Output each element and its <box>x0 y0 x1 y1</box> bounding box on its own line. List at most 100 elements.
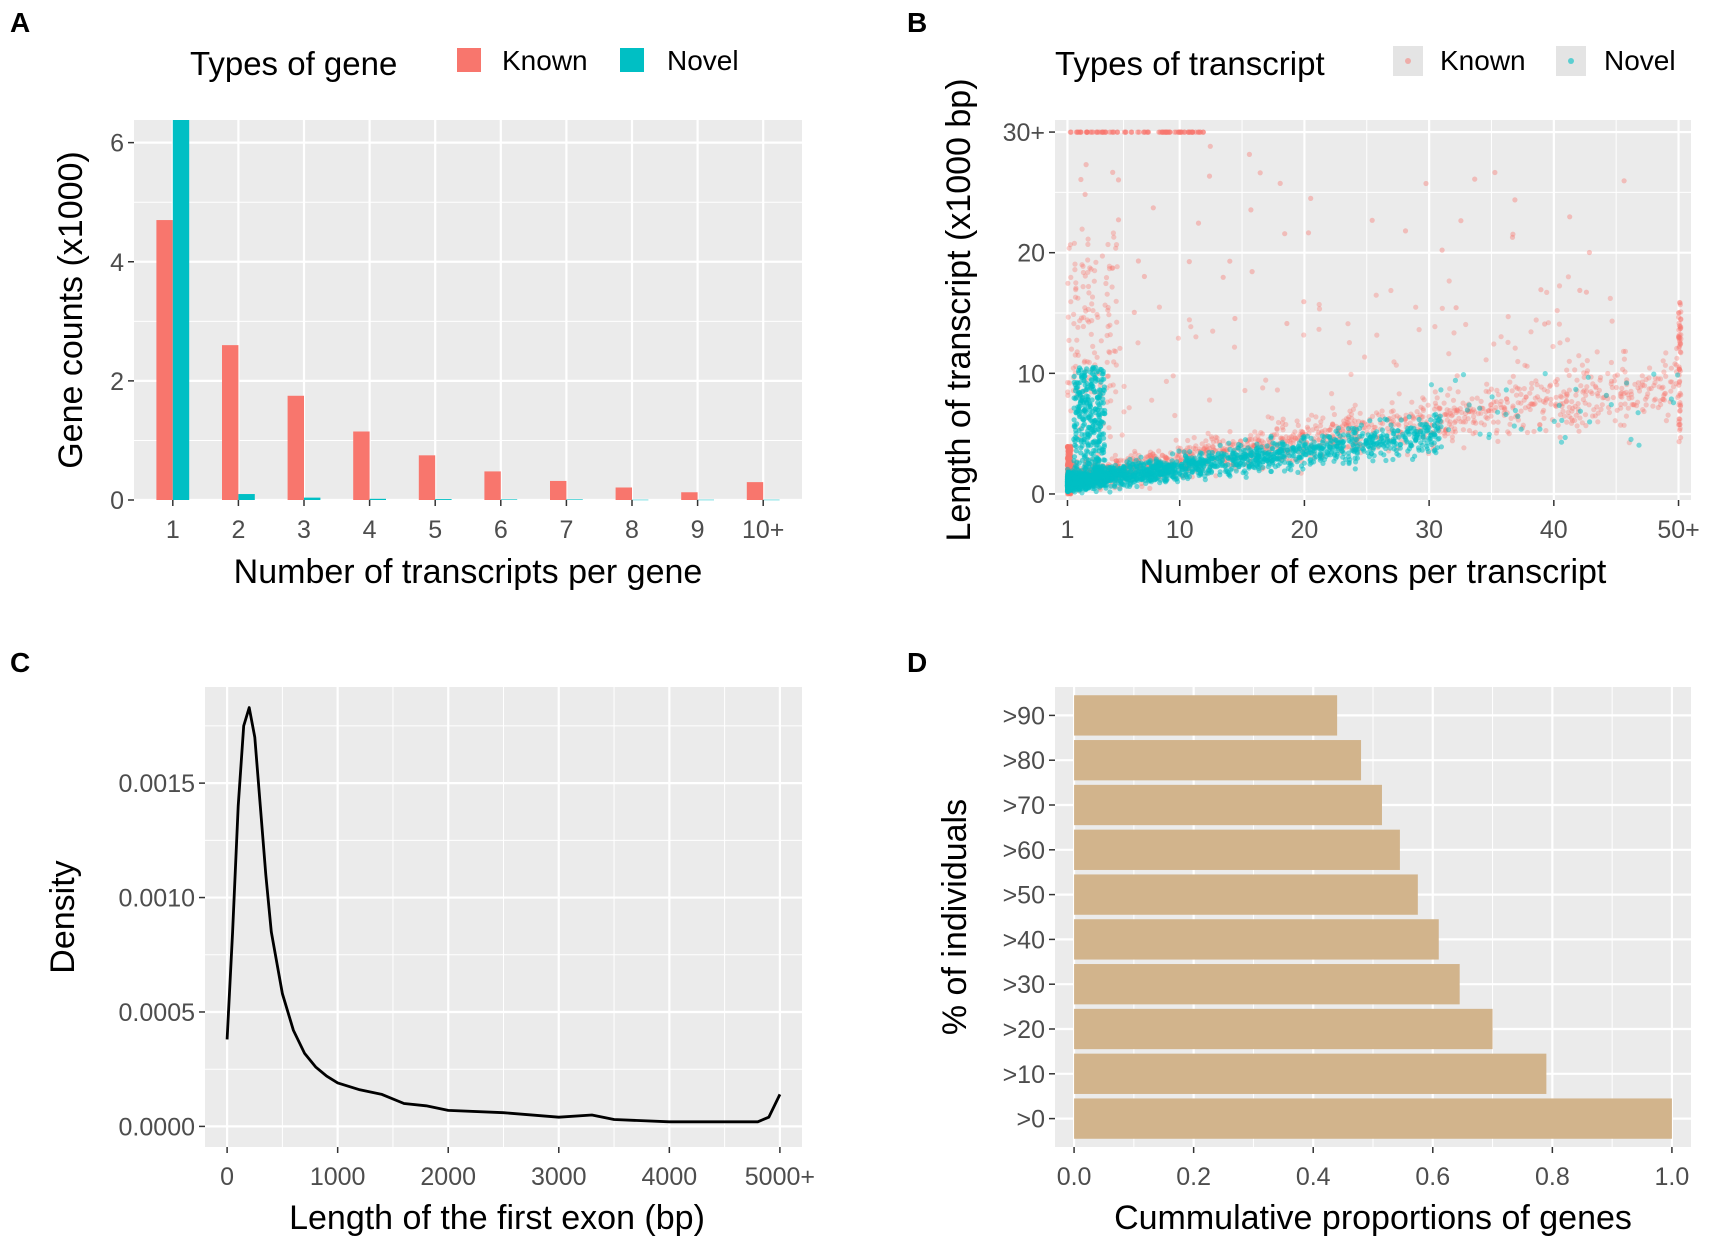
panel-b-point <box>1293 447 1299 453</box>
panel-b-point <box>1614 372 1621 378</box>
panel-b-point <box>1454 373 1460 379</box>
panel-a-x-tick-label: 4 <box>363 516 377 544</box>
panel-c-x-tick-label: 1000 <box>310 1163 366 1191</box>
panel-b-point <box>1529 385 1535 391</box>
panel-b-point <box>1676 393 1682 399</box>
panel-b-point <box>1280 447 1286 453</box>
panel-b-point <box>1288 446 1294 452</box>
panel-b-point <box>1282 459 1288 465</box>
panel-b-point <box>1207 143 1213 149</box>
panel-a-bar-novel <box>369 498 386 500</box>
panel-b-point <box>1361 448 1367 454</box>
panel-b-point <box>1587 419 1593 425</box>
panel-b-point <box>1279 435 1285 441</box>
panel-b-point <box>1103 280 1109 287</box>
panel-b-point <box>1084 317 1090 323</box>
panel-b-point <box>1296 445 1303 451</box>
panel-b-point <box>1249 269 1255 275</box>
panel-b-point <box>1093 364 1099 371</box>
panel-b-point <box>1155 464 1161 470</box>
panel-b-point <box>1191 435 1197 441</box>
panel-a-y-axis-title: Gene counts (x1000) <box>52 151 90 469</box>
panel-b-point <box>1492 169 1498 176</box>
panel-b-point <box>1577 287 1583 293</box>
panel-b-point <box>1421 397 1427 403</box>
panel-b-point <box>1486 408 1492 414</box>
panel-b-point <box>1091 278 1097 284</box>
panel-b-point <box>1319 433 1325 439</box>
panel-b-point <box>1308 460 1314 466</box>
panel-b-point <box>1558 394 1565 400</box>
panel-b-point <box>1313 423 1319 429</box>
panel-b-point <box>1410 416 1417 422</box>
panel-b-point <box>1072 352 1078 358</box>
panel-b-point <box>1257 170 1263 176</box>
panel-d-y-tick-label: >40 <box>1003 926 1045 954</box>
panel-b-point <box>1320 438 1326 444</box>
panel-b-point <box>1110 230 1116 236</box>
panel-b-point <box>1677 390 1683 396</box>
panel-b-point <box>1473 420 1479 426</box>
panel-b-point <box>1344 420 1350 426</box>
panel-b-point <box>1471 407 1477 413</box>
panel-b-point <box>1169 458 1175 464</box>
panel-b-point <box>1640 382 1646 388</box>
panel-b-point <box>1618 405 1624 411</box>
panel-b-point <box>1458 419 1464 425</box>
panel-b-point <box>1417 434 1423 440</box>
panel-b-point <box>1670 384 1677 390</box>
panel-b-point <box>1446 278 1452 284</box>
panel-b-point <box>1274 387 1280 393</box>
panel-b-point <box>1121 129 1127 135</box>
panel-b-point <box>1463 321 1469 328</box>
panel-b-point <box>1677 425 1683 431</box>
panel-b-point <box>1131 309 1137 315</box>
panel-b-point <box>1678 340 1684 347</box>
panel-b-point <box>1277 180 1283 186</box>
panel-b-point <box>1644 394 1650 400</box>
panel-b-point <box>1483 414 1489 420</box>
panel-b-point <box>1075 295 1081 301</box>
panel-b-point <box>1081 407 1087 413</box>
panel-d-x-tick-label: 0.2 <box>1176 1163 1211 1191</box>
panel-b-point <box>1676 416 1682 422</box>
panel-b-point <box>1090 467 1096 473</box>
panel-b-point <box>1079 426 1085 432</box>
panel-c-y-tick-label: 0.0005 <box>119 999 195 1027</box>
panel-b-point <box>1156 448 1162 454</box>
panel-b-point <box>1206 397 1213 403</box>
panel-c-y-tick-label: 0.0015 <box>119 770 195 798</box>
panel-b-point <box>1544 289 1550 295</box>
panel-b-point <box>1330 421 1336 427</box>
panel-b-point <box>1107 350 1113 356</box>
panel-b-point <box>1343 421 1349 427</box>
panel-b-point <box>1668 396 1674 402</box>
panel-b-point <box>1576 428 1582 434</box>
panel-b-point <box>1135 340 1141 346</box>
panel-b-point <box>1522 405 1528 411</box>
panel-b-point <box>1606 409 1612 416</box>
panel-b-point <box>1073 480 1079 486</box>
panel-b-point <box>1074 466 1080 472</box>
panel-b-point <box>1439 247 1445 253</box>
panel-b-point <box>1455 408 1461 414</box>
panel-b-point <box>1295 422 1301 428</box>
panel-b-point <box>1678 325 1684 331</box>
panel-b-point <box>1089 381 1095 387</box>
panel-b-point <box>1391 359 1397 365</box>
panel-b-point <box>1258 430 1264 436</box>
panel-b-point <box>1489 394 1495 400</box>
panel-b-point <box>1247 447 1253 453</box>
panel-b-point <box>1236 441 1242 448</box>
panel-b-point <box>1444 417 1450 423</box>
panel-b-point <box>1572 417 1578 423</box>
panel-b-point <box>1510 231 1516 237</box>
panel-b-point <box>1105 304 1111 311</box>
panel-b-point <box>1274 431 1280 437</box>
panel-b-point <box>1596 387 1602 393</box>
panel-b-point <box>1109 456 1115 462</box>
panel-b-point <box>1072 261 1078 267</box>
panel-b-point <box>1677 400 1683 406</box>
panel-b-point <box>1460 372 1467 378</box>
panel-b-point <box>1345 420 1351 426</box>
